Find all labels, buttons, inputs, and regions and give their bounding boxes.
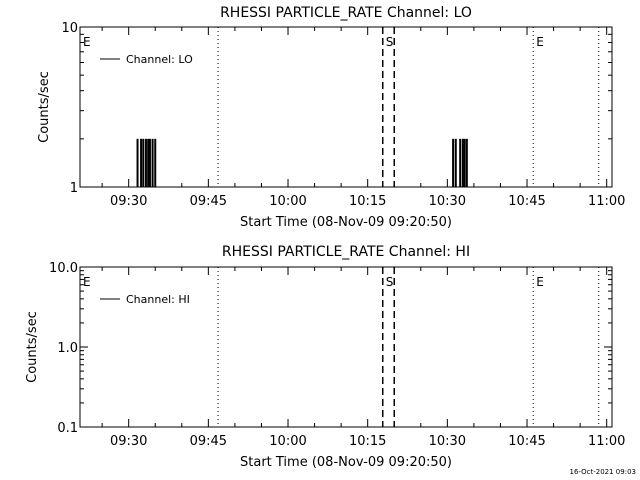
event-marker-label: E [83,275,91,289]
x-tick-label: 10:00 [269,434,306,449]
x-tick-label: 10:45 [508,434,545,449]
x-tick-label: 10:00 [269,194,306,209]
x-tick-label: 10:15 [349,194,386,209]
x-axis-label: Start Time (08-Nov-09 09:20:50) [240,215,452,230]
x-tick-label: 09:30 [110,194,147,209]
x-tick-label: 10:30 [429,194,466,209]
legend-label: Channel: HI [126,293,190,306]
event-marker-label: E [536,275,544,289]
event-marker-label: E [536,35,544,49]
x-tick-label: 10:45 [508,194,545,209]
event-marker-label: S [386,275,394,289]
y-axis-label: Counts/sec [37,71,52,143]
x-tick-label: 10:15 [349,434,386,449]
event-marker-label: E [83,35,91,49]
legend-label: Channel: LO [126,53,193,66]
plot-frame [79,26,613,188]
event-marker-label: S [386,35,394,49]
x-tick-label: 11:00 [588,194,625,209]
x-tick-label: 11:00 [588,434,625,449]
chart-title: RHESSI PARTICLE_RATE Channel: LO [220,5,472,21]
x-tick-label: 10:30 [429,434,466,449]
x-axis-label: Start Time (08-Nov-09 09:20:50) [240,455,452,470]
x-tick-label: 09:30 [110,434,147,449]
y-tick-label: 1.0 [57,341,78,356]
y-tick-label: 0.1 [57,421,78,436]
y-tick-label: 10.0 [49,261,78,276]
y-tick-label: 10 [61,21,78,36]
y-tick-label: 1 [70,181,78,196]
footer-timestamp: 16-Oct-2021 09:03 [570,468,636,476]
x-tick-label: 09:45 [190,434,227,449]
y-axis-label: Counts/sec [25,311,40,383]
chart-title: RHESSI PARTICLE_RATE Channel: HI [222,244,470,260]
x-tick-label: 09:45 [190,194,227,209]
